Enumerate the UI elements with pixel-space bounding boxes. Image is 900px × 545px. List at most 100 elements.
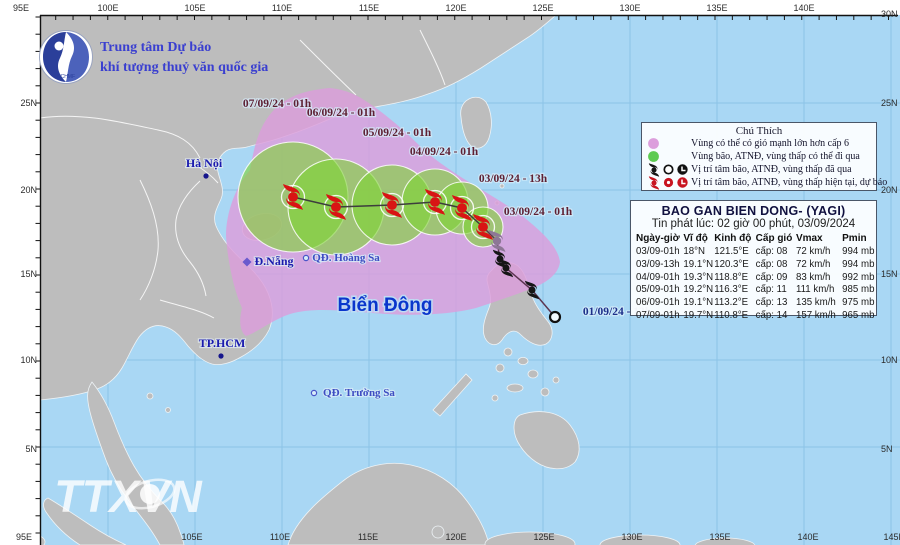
forecast-cell: 110.8°E bbox=[714, 309, 749, 321]
legend-row: Vùng có thể có gió mạnh lớn hơn cấp 6 bbox=[642, 137, 876, 150]
forecast-cell: 19.1°N bbox=[683, 297, 714, 309]
forecast-cell: 120.3°E bbox=[714, 258, 749, 270]
past-position-markers bbox=[488, 229, 562, 324]
axis-label-bottom: 140E bbox=[797, 532, 818, 542]
land-palawan-island bbox=[432, 373, 473, 417]
storm-info-panel: BAO GAN BIEN DONG- (YAGI) Tin phát lúc: … bbox=[630, 200, 877, 321]
legend-row-text: Vùng bão, ATNĐ, vùng thấp có thể đi qua bbox=[691, 151, 860, 162]
axis-label-bottom: 105E bbox=[181, 532, 202, 542]
forecast-cell: 118.8°E bbox=[714, 271, 749, 283]
legend-panel: Chú Thích Vùng có thể có gió mạnh lớn hơ… bbox=[641, 122, 887, 191]
column-header: Vĩ độ bbox=[683, 233, 708, 244]
axis-label-right: 15N bbox=[881, 269, 898, 279]
city-marker bbox=[218, 353, 224, 359]
forecast-table-row: 07/09-01h 19.7°N 110.8°E cấp: 14 157 km/h 965… bbox=[635, 309, 874, 323]
axes: 95E 100E 105E 110E 115E 120E 125E 130E 135E 140E 9… bbox=[13, 3, 900, 545]
past-typhoon-icon bbox=[648, 162, 660, 177]
axis-label-left: 10N bbox=[20, 355, 37, 365]
forecast-cell: 975 mb bbox=[842, 297, 875, 309]
legend-symbols bbox=[647, 150, 691, 163]
past-depression-icon bbox=[663, 164, 674, 175]
column-header: Kinh độ bbox=[714, 233, 752, 244]
forecast-table: Ngày-giờ Vĩ độ Kinh độ Cấp gió Vmax Pmin 03/0… bbox=[635, 232, 875, 323]
city-label: Hà Nội bbox=[186, 156, 223, 170]
land-borneo-island bbox=[287, 462, 490, 545]
forecast-cell: cấp: 14 bbox=[755, 309, 788, 321]
axis-label-top: 135E bbox=[706, 3, 727, 13]
axis-label-top: 105E bbox=[184, 3, 205, 13]
land-mindanao-island bbox=[513, 411, 580, 470]
place-labels: Hà Nội Đ.Nẵng TP.HCM QĐ. Hoàng Sa QĐ. Trường… bbox=[185, 155, 434, 400]
forecast-table-row: 03/09-01h 18°N 121.5°E cấp: 08 72 km/h 994 mb bbox=[635, 246, 875, 259]
axis-label-right: 25N bbox=[881, 98, 898, 108]
forecast-cell: 111 km/h bbox=[795, 284, 835, 296]
logo-acronym: NCHMF bbox=[57, 74, 75, 80]
land-sumatra bbox=[43, 497, 127, 545]
forecast-cell: 83 km/h bbox=[795, 271, 831, 283]
track-date-label: 03/09/24 - 01h bbox=[504, 206, 573, 218]
legend-row-text: Vị trí tâm bão, ATNĐ, vùng thấp hiện tại… bbox=[691, 177, 888, 188]
axis-label-bottom: 130E bbox=[621, 532, 642, 542]
icon-halo-ring bbox=[422, 189, 448, 215]
axis-label-top: 130E bbox=[619, 3, 640, 13]
forecast-cell: 992 mb bbox=[842, 271, 875, 283]
legend-row: Vị trí tâm bão, ATNĐ, vùng thấp hiện tại… bbox=[642, 175, 887, 190]
icon-halo-ring bbox=[470, 214, 496, 240]
track-date-label: 06/09/24 - 01h bbox=[307, 107, 376, 119]
city-label: TP.HCM bbox=[199, 336, 246, 350]
axis-label-left: 25N bbox=[20, 98, 37, 108]
track-date-label: 05/09/24 - 01h bbox=[363, 127, 432, 139]
axis-label-top: 120E bbox=[445, 3, 466, 13]
axis-label-left: 20N bbox=[20, 185, 37, 195]
forecast-cell: 135 km/h bbox=[795, 297, 836, 309]
legend-row-text: Vị trí tâm bão, ATNĐ, vùng thấp đã qua bbox=[691, 164, 852, 175]
forecast-cell: 121.5°E bbox=[714, 246, 749, 257]
legend-rows: Vùng có thể có gió mạnh lớn hơn cấp 6 Vùn… bbox=[642, 137, 887, 190]
icon-halo-ring bbox=[449, 195, 475, 221]
forecast-cell: cấp: 13 bbox=[755, 297, 788, 309]
axis-label-bottom: 95E bbox=[16, 532, 32, 542]
past-low-icon bbox=[677, 164, 688, 175]
forecast-cell: 19.7°N bbox=[683, 309, 714, 321]
axis-label-top: 100E bbox=[97, 3, 118, 13]
forecast-cell: 72 km/h bbox=[795, 258, 831, 270]
legend-row: Vị trí tâm bão, ATNĐ, vùng thấp đã qua bbox=[642, 162, 876, 177]
forecast-cell: cấp: 08 bbox=[755, 246, 788, 257]
forecast-cell: 03/09-01h bbox=[636, 246, 680, 257]
axis-label-left: 5N bbox=[25, 444, 37, 454]
axis-label-bottom: 110E bbox=[270, 532, 290, 542]
axis-label-left: 15N bbox=[20, 269, 37, 279]
legend-symbols bbox=[647, 175, 691, 190]
land-asia-mainland bbox=[39, 14, 558, 401]
country-borders bbox=[39, 29, 446, 319]
forecast-typhoon-icon bbox=[648, 175, 660, 190]
forecast-cell: 07/09-01h bbox=[636, 309, 680, 321]
axis-strip-top bbox=[0, 0, 900, 15]
forecast-cell: 994 mb bbox=[842, 258, 875, 270]
axis-strip-left bbox=[0, 0, 40, 545]
archipelago-marker bbox=[310, 389, 318, 397]
axis-label-top: 110E bbox=[272, 3, 292, 13]
ttxvn-watermark: TTXVN bbox=[54, 471, 203, 522]
forecast-cell: 994 mb bbox=[842, 246, 875, 257]
forecast-cell: 05/09-01h bbox=[636, 284, 680, 296]
watermark-text: TTXVN bbox=[54, 471, 203, 522]
storm-name-title: BAO GAN BIEN DONG- (YAGI) bbox=[661, 204, 846, 218]
track-date-label: 04/09/24 - 01h bbox=[410, 146, 479, 158]
forecast-cell: 157 km/h bbox=[795, 309, 836, 321]
forecast-table-row: 04/09-01h 19.3°N 118.8°E cấp: 09 83 km/h 992 … bbox=[635, 271, 875, 285]
forecast-table-row: 06/09-01h 19.1°N 113.2°E cấp: 13 135 km/h 975… bbox=[635, 297, 875, 310]
forecast-table-row: 05/09-01h 19.2°N 116.3°E cấp: 11 111 km/h 985… bbox=[635, 284, 874, 297]
forecast-cell: 19.3°N bbox=[683, 271, 714, 283]
track-date-label: 07/09/24 - 01h bbox=[243, 98, 312, 110]
archipelago-marker bbox=[302, 254, 310, 262]
legend-title: Chú Thích bbox=[735, 125, 783, 137]
forecast-table-header-row: Ngày-giờ Vĩ độ Kinh độ Cấp gió Vmax Pmin bbox=[635, 232, 872, 246]
axis-label-bottom: 125E bbox=[533, 532, 554, 542]
past-low-circle-marker bbox=[548, 310, 562, 324]
bulletin-issue-time: Tin phát lúc: 02 giờ 00 phút, 03/09/2024 bbox=[651, 218, 856, 230]
city-marker bbox=[203, 173, 209, 179]
axis-label-top: 95E bbox=[13, 3, 29, 13]
